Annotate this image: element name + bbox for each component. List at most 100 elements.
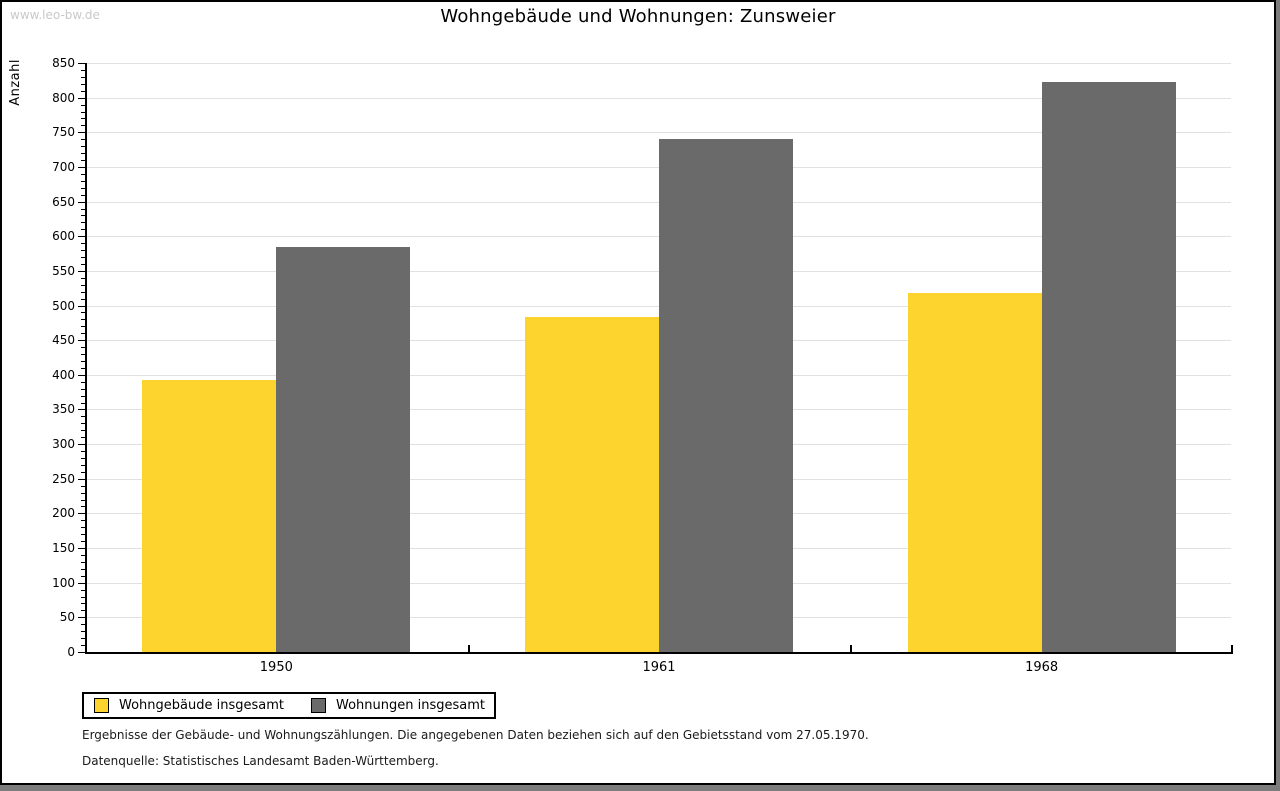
y-tick-major: [78, 479, 85, 480]
y-tick-minor: [81, 458, 85, 459]
y-tick-minor: [81, 527, 85, 528]
y-tick-minor: [81, 361, 85, 362]
y-tick-minor: [81, 437, 85, 438]
y-tick-minor: [81, 146, 85, 147]
bar-1968-series0: [908, 293, 1042, 652]
y-tick-minor: [81, 112, 85, 113]
y-tick-label: 400: [52, 368, 75, 382]
y-tick-minor: [81, 91, 85, 92]
y-tick-minor: [81, 250, 85, 251]
y-tick-label: 150: [52, 541, 75, 555]
gridline: [87, 98, 1231, 99]
chart-title: Wohngebäude und Wohnungen: Zunsweier: [440, 6, 836, 27]
y-tick-minor: [81, 278, 85, 279]
x-axis-label: 1968: [1025, 660, 1059, 675]
y-tick-major: [78, 409, 85, 410]
y-axis-title: Anzahl: [8, 59, 23, 106]
legend: Wohngebäude insgesamt Wohnungen insgesam…: [82, 692, 496, 719]
y-tick-major: [78, 513, 85, 514]
y-tick-label: 600: [52, 229, 75, 243]
y-tick-label: 650: [52, 195, 75, 209]
y-tick-minor: [81, 562, 85, 563]
gridline: [87, 132, 1231, 133]
footnote-data-source: Datenquelle: Statistisches Landesamt Bad…: [82, 754, 439, 768]
y-tick-label: 100: [52, 576, 75, 590]
y-tick-minor: [81, 465, 85, 466]
y-tick-minor: [81, 153, 85, 154]
y-tick-minor: [81, 174, 85, 175]
y-tick-label: 450: [52, 333, 75, 347]
footnote-census-note: Ergebnisse der Gebäude- und Wohnungszähl…: [82, 728, 869, 742]
x-axis-line: [85, 652, 1233, 654]
legend-swatch: [311, 698, 326, 713]
y-tick-minor: [81, 541, 85, 542]
y-tick-label: 500: [52, 299, 75, 313]
y-tick-minor: [81, 299, 85, 300]
y-tick-minor: [81, 243, 85, 244]
y-tick-minor: [81, 534, 85, 535]
y-tick-minor: [81, 590, 85, 591]
y-tick-major: [78, 167, 85, 168]
y-tick-major: [78, 583, 85, 584]
y-tick-label: 750: [52, 125, 75, 139]
y-tick-minor: [81, 389, 85, 390]
y-tick-major: [78, 98, 85, 99]
y-tick-minor: [81, 555, 85, 556]
y-tick-minor: [81, 160, 85, 161]
y-tick-minor: [81, 222, 85, 223]
y-tick-minor: [81, 610, 85, 611]
y-tick-minor: [81, 403, 85, 404]
y-tick-major: [78, 652, 85, 653]
legend-label: Wohnungen insgesamt: [336, 698, 485, 713]
y-axis-line: [85, 63, 87, 654]
gridline: [87, 63, 1231, 64]
y-tick-minor: [81, 125, 85, 126]
y-tick-minor: [81, 209, 85, 210]
y-tick-minor: [81, 70, 85, 71]
y-tick-major: [78, 617, 85, 618]
watermark: www.leo-bw.de: [10, 8, 100, 22]
y-tick-major: [78, 375, 85, 376]
y-tick-minor: [81, 500, 85, 501]
y-tick-minor: [81, 382, 85, 383]
y-tick-minor: [81, 624, 85, 625]
x-tick: [850, 645, 852, 652]
y-tick-minor: [81, 416, 85, 417]
y-tick-minor: [81, 285, 85, 286]
x-tick: [1231, 645, 1233, 652]
y-tick-minor: [81, 257, 85, 258]
y-tick-minor: [81, 118, 85, 119]
bar-1961-series0: [525, 317, 659, 652]
y-tick-minor: [81, 229, 85, 230]
y-tick-minor: [81, 645, 85, 646]
y-tick-label: 300: [52, 437, 75, 451]
y-tick-major: [78, 340, 85, 341]
y-tick-minor: [81, 312, 85, 313]
y-tick-minor: [81, 638, 85, 639]
y-tick-minor: [81, 486, 85, 487]
y-tick-major: [78, 63, 85, 64]
x-tick: [468, 645, 470, 652]
y-tick-minor: [81, 423, 85, 424]
y-tick-minor: [81, 603, 85, 604]
y-tick-minor: [81, 105, 85, 106]
y-tick-minor: [81, 451, 85, 452]
plot-area: 0 50 100 150 200 250 300 350 400 450 500 550 600 650 7…: [52, 56, 1233, 675]
x-axis-label: 1961: [642, 660, 676, 675]
y-tick-label: 550: [52, 264, 75, 278]
y-tick-minor: [81, 576, 85, 577]
y-tick-minor: [81, 472, 85, 473]
y-tick-minor: [81, 520, 85, 521]
y-tick-major: [78, 202, 85, 203]
y-tick-minor: [81, 188, 85, 189]
bar-1961-series1: [659, 139, 793, 652]
y-tick-minor: [81, 506, 85, 507]
y-tick-minor: [81, 326, 85, 327]
bar-1968-series1: [1042, 82, 1176, 652]
y-tick-minor: [81, 631, 85, 632]
y-tick-major: [78, 306, 85, 307]
y-tick-label: 0: [67, 645, 75, 659]
y-tick-major: [78, 271, 85, 272]
y-tick-minor: [81, 354, 85, 355]
